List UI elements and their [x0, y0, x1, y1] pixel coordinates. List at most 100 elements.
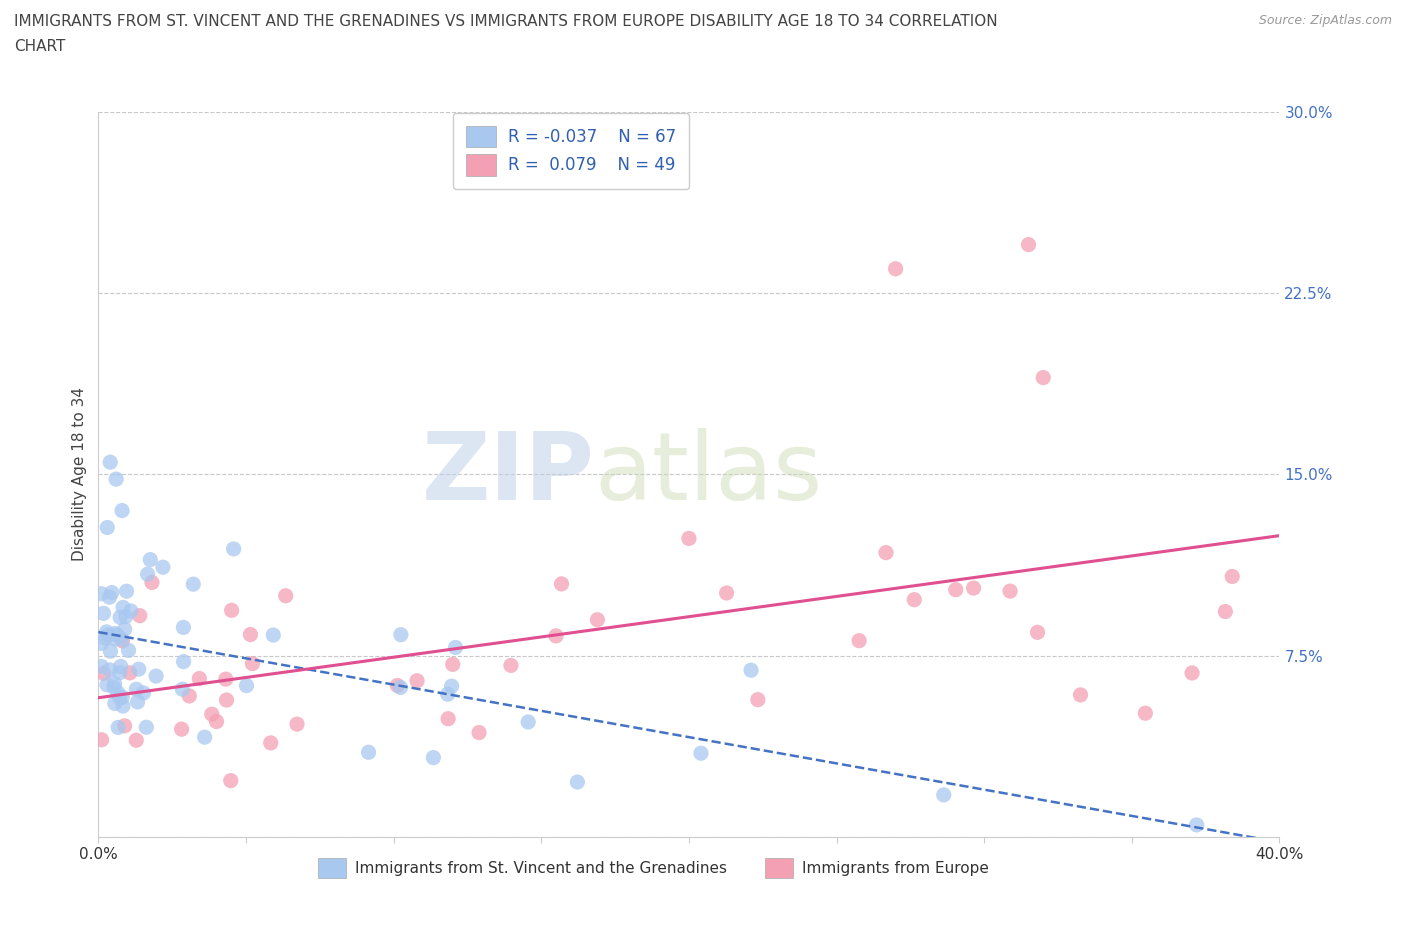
Point: [117, 643, 139, 658]
Text: IMMIGRANTS FROM ST. VINCENT AND THE GRENADINES VS IMMIGRANTS FROM EUROPE DISABIL: IMMIGRANTS FROM ST. VINCENT AND THE GREN…: [14, 14, 998, 29]
Point: [139, 552, 162, 567]
Point: [173, 654, 195, 669]
Point: [145, 669, 167, 684]
Point: [96, 624, 118, 639]
Point: [104, 696, 127, 711]
Point: [441, 657, 464, 671]
Point: [1032, 370, 1054, 385]
Point: [111, 503, 134, 518]
Point: [135, 720, 157, 735]
Point: [406, 673, 429, 688]
Point: [221, 603, 243, 618]
Point: [884, 261, 907, 276]
Point: [96, 520, 118, 535]
Point: [115, 584, 138, 599]
Point: [440, 679, 463, 694]
Point: [1026, 625, 1049, 640]
Point: [103, 676, 125, 691]
Point: [170, 722, 193, 737]
Point: [94, 631, 117, 645]
Point: [108, 610, 131, 625]
Point: [242, 657, 264, 671]
Point: [96, 677, 118, 692]
Point: [125, 682, 148, 697]
Point: [747, 692, 769, 707]
Point: [201, 707, 224, 722]
Point: [998, 584, 1021, 599]
Point: [152, 560, 174, 575]
Point: [132, 685, 155, 700]
Point: [262, 628, 284, 643]
Point: [111, 698, 134, 713]
Point: [678, 531, 700, 546]
Point: [114, 719, 136, 734]
Point: [1018, 237, 1040, 252]
Point: [567, 775, 589, 790]
Point: [962, 580, 984, 595]
Point: [422, 751, 444, 765]
Point: [98, 455, 121, 470]
Point: [274, 589, 297, 604]
Point: [222, 541, 245, 556]
Point: [215, 671, 238, 686]
Point: [205, 714, 228, 729]
Point: [100, 585, 122, 600]
Point: [118, 665, 141, 680]
Point: [93, 606, 115, 621]
Point: [389, 680, 412, 695]
Point: [188, 671, 211, 686]
Point: [690, 746, 713, 761]
Point: [136, 566, 159, 581]
Point: [875, 545, 897, 560]
Point: [444, 640, 467, 655]
Point: [1220, 569, 1243, 584]
Text: CHART: CHART: [14, 39, 66, 54]
Point: [97, 628, 120, 643]
Point: [104, 631, 127, 646]
Point: [105, 628, 128, 643]
Point: [90, 586, 112, 601]
Point: [550, 577, 572, 591]
Point: [120, 604, 142, 618]
Point: [179, 688, 201, 703]
Point: [98, 590, 121, 604]
Point: [90, 659, 112, 674]
Point: [357, 745, 380, 760]
Point: [389, 627, 412, 642]
Point: [235, 678, 257, 693]
Point: [107, 685, 129, 700]
Point: [90, 732, 112, 747]
Point: [111, 633, 134, 648]
Y-axis label: Disability Age 18 to 34: Disability Age 18 to 34: [72, 387, 87, 562]
Point: [100, 644, 122, 658]
Point: [239, 627, 262, 642]
Point: [945, 582, 967, 597]
Point: [181, 577, 204, 591]
Point: [932, 788, 955, 803]
Point: [716, 586, 738, 601]
Point: [112, 600, 135, 615]
Point: [98, 662, 121, 677]
Point: [128, 608, 150, 623]
Point: [110, 659, 132, 674]
Point: [114, 609, 136, 624]
Point: [111, 690, 134, 705]
Point: [93, 666, 115, 681]
Point: [108, 690, 131, 705]
Point: [517, 714, 540, 729]
Point: [141, 575, 163, 590]
Legend: Immigrants from St. Vincent and the Grenadines, Immigrants from Europe: Immigrants from St. Vincent and the Gren…: [312, 852, 995, 883]
Point: [107, 720, 129, 735]
Point: [215, 693, 238, 708]
Text: Source: ZipAtlas.com: Source: ZipAtlas.com: [1258, 14, 1392, 27]
Point: [103, 680, 125, 695]
Point: [903, 592, 925, 607]
Point: [260, 736, 283, 751]
Point: [1181, 666, 1204, 681]
Text: atlas: atlas: [595, 429, 823, 520]
Point: [194, 730, 217, 745]
Point: [848, 633, 870, 648]
Point: [105, 472, 128, 486]
Point: [172, 682, 194, 697]
Point: [125, 733, 148, 748]
